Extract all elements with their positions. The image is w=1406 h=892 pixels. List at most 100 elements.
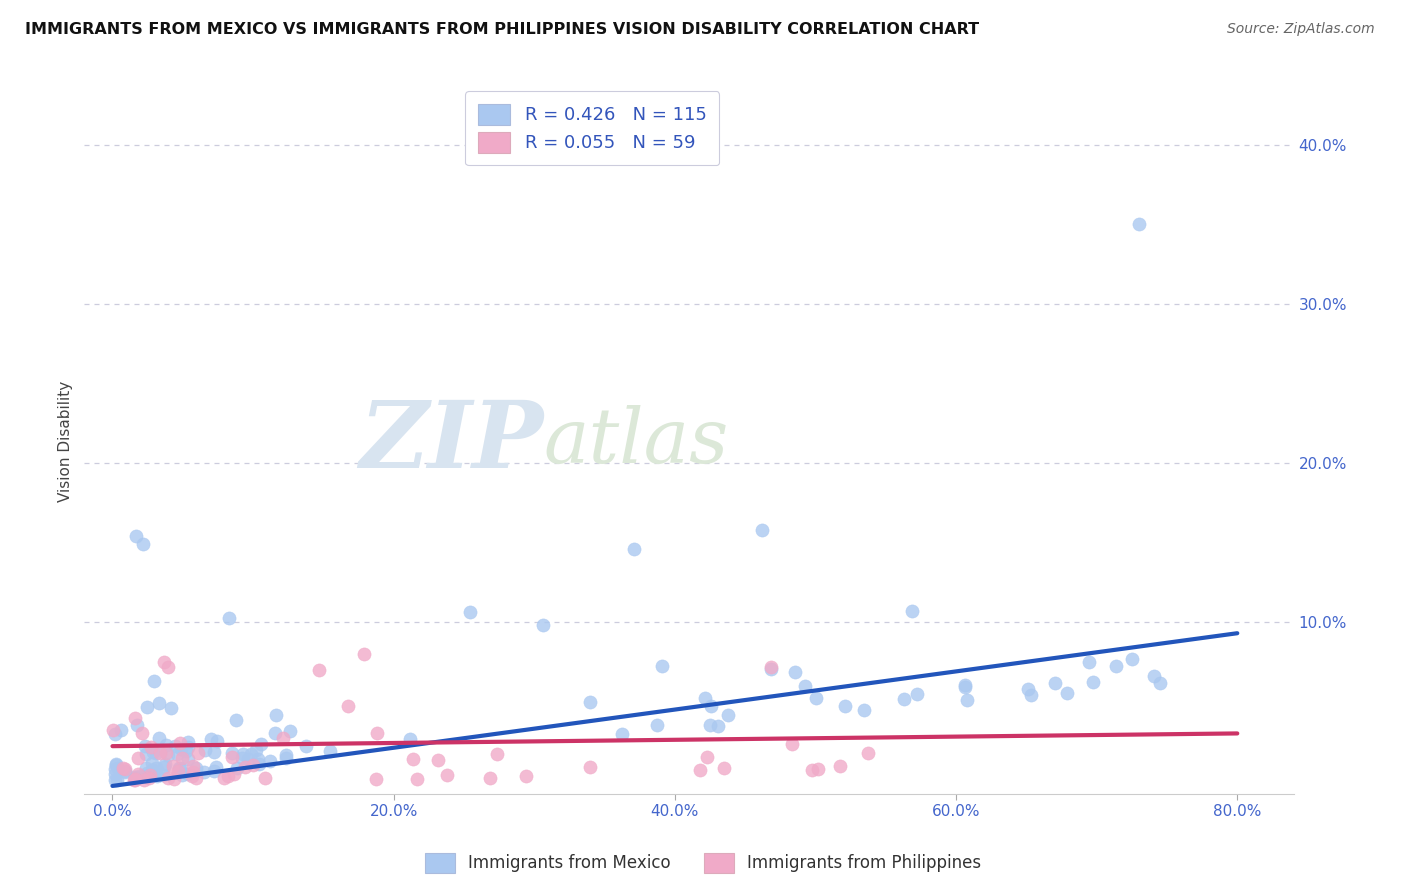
Point xyxy=(160,701,183,715)
Point xyxy=(856,746,879,760)
Point xyxy=(294,739,316,753)
Point xyxy=(146,769,169,783)
Point xyxy=(156,748,179,763)
Point xyxy=(153,655,176,669)
Legend: R = 0.426   N = 115, R = 0.055   N = 59: R = 0.426 N = 115, R = 0.055 N = 59 xyxy=(465,91,720,165)
Point xyxy=(259,754,281,768)
Point xyxy=(901,604,924,618)
Point xyxy=(124,770,146,784)
Point xyxy=(214,771,236,785)
Point xyxy=(177,735,200,749)
Point xyxy=(141,763,163,777)
Point xyxy=(247,757,270,772)
Point xyxy=(696,749,718,764)
Point xyxy=(149,747,172,761)
Point xyxy=(184,771,207,785)
Point xyxy=(124,773,146,788)
Point xyxy=(110,723,132,737)
Point xyxy=(104,773,127,788)
Point xyxy=(308,663,330,677)
Point xyxy=(905,687,928,701)
Point xyxy=(253,771,276,785)
Point xyxy=(114,764,136,778)
Point xyxy=(645,718,668,732)
Point xyxy=(366,726,388,740)
Point xyxy=(104,757,127,772)
Point xyxy=(202,764,225,778)
Point xyxy=(699,718,721,732)
Point xyxy=(1021,689,1043,703)
Point xyxy=(131,726,153,740)
Point xyxy=(181,758,204,772)
Point xyxy=(1105,659,1128,673)
Point xyxy=(953,677,976,691)
Point xyxy=(114,762,136,776)
Point xyxy=(169,761,191,775)
Point xyxy=(239,747,262,761)
Point xyxy=(1017,682,1039,697)
Point xyxy=(172,767,194,781)
Point xyxy=(167,761,190,775)
Point xyxy=(807,762,830,776)
Point xyxy=(139,739,162,754)
Point xyxy=(127,751,149,765)
Point xyxy=(105,758,128,772)
Point xyxy=(124,710,146,724)
Point xyxy=(218,611,240,625)
Point xyxy=(129,769,152,783)
Point xyxy=(759,659,782,673)
Point xyxy=(148,696,170,710)
Point xyxy=(145,761,167,775)
Point xyxy=(124,772,146,786)
Point xyxy=(225,761,247,775)
Point xyxy=(853,702,876,716)
Point xyxy=(274,750,297,764)
Point xyxy=(153,757,176,772)
Point xyxy=(221,749,243,764)
Point xyxy=(271,731,294,745)
Point xyxy=(1043,675,1066,690)
Point xyxy=(751,523,773,537)
Point xyxy=(165,739,187,753)
Point xyxy=(142,745,165,759)
Point xyxy=(231,750,253,764)
Point xyxy=(194,742,217,756)
Point xyxy=(177,739,200,754)
Point xyxy=(713,761,735,775)
Point xyxy=(1083,674,1105,689)
Point xyxy=(1149,676,1171,690)
Point xyxy=(242,757,264,772)
Point xyxy=(145,746,167,760)
Point xyxy=(249,737,271,751)
Text: ZIP: ZIP xyxy=(360,397,544,486)
Point xyxy=(266,708,288,723)
Point xyxy=(101,723,124,737)
Point xyxy=(141,756,163,771)
Point xyxy=(131,537,153,551)
Point xyxy=(353,647,375,661)
Point xyxy=(124,528,146,542)
Point xyxy=(780,737,803,751)
Text: Source: ZipAtlas.com: Source: ZipAtlas.com xyxy=(1227,22,1375,37)
Point xyxy=(142,764,165,779)
Point xyxy=(1128,218,1150,232)
Point xyxy=(761,663,783,677)
Point xyxy=(176,752,198,766)
Point xyxy=(336,698,359,713)
Point xyxy=(405,772,427,786)
Point xyxy=(169,742,191,756)
Point xyxy=(689,764,711,778)
Point xyxy=(783,665,806,679)
Point xyxy=(700,698,723,713)
Point xyxy=(143,674,166,689)
Point xyxy=(174,744,197,758)
Point xyxy=(579,759,602,773)
Point xyxy=(224,767,246,781)
Point xyxy=(247,752,270,766)
Point xyxy=(274,747,297,762)
Point xyxy=(610,727,633,741)
Point xyxy=(651,658,673,673)
Point xyxy=(152,760,174,774)
Point xyxy=(706,719,728,733)
Point xyxy=(181,769,204,783)
